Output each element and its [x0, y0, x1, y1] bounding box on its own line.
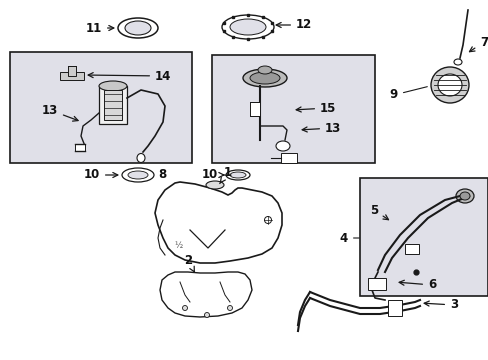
- Ellipse shape: [243, 69, 286, 87]
- Ellipse shape: [137, 153, 145, 162]
- Text: 13: 13: [41, 104, 78, 121]
- Text: 5: 5: [369, 203, 388, 220]
- Bar: [10, 52, 192, 163]
- Text: 10: 10: [83, 168, 118, 181]
- Bar: [99, 86, 127, 124]
- Ellipse shape: [204, 312, 209, 318]
- Text: 6: 6: [398, 279, 435, 292]
- Text: 1: 1: [219, 166, 232, 184]
- Text: 12: 12: [276, 18, 312, 31]
- Ellipse shape: [205, 181, 224, 189]
- Bar: [212, 55, 374, 163]
- Bar: [104, 90, 122, 120]
- Text: 3: 3: [423, 298, 457, 311]
- Ellipse shape: [264, 216, 271, 224]
- Bar: [60, 72, 84, 80]
- Text: 13: 13: [302, 122, 341, 135]
- Ellipse shape: [122, 168, 154, 182]
- Bar: [249, 102, 260, 116]
- Text: 14: 14: [88, 69, 171, 82]
- Text: 8: 8: [158, 168, 166, 181]
- Bar: [68, 66, 76, 76]
- Ellipse shape: [258, 66, 271, 74]
- Text: 15: 15: [296, 102, 336, 114]
- Ellipse shape: [118, 18, 158, 38]
- Ellipse shape: [430, 67, 468, 103]
- Ellipse shape: [227, 306, 232, 310]
- Ellipse shape: [455, 189, 473, 203]
- Ellipse shape: [437, 74, 461, 96]
- Ellipse shape: [99, 81, 127, 91]
- Text: 11: 11: [85, 22, 114, 35]
- Text: 4: 4: [339, 231, 359, 244]
- Bar: [367, 278, 385, 290]
- Ellipse shape: [229, 19, 265, 35]
- Ellipse shape: [229, 172, 245, 178]
- Bar: [281, 153, 296, 163]
- Polygon shape: [155, 182, 282, 263]
- Polygon shape: [160, 272, 251, 317]
- Bar: [359, 178, 487, 296]
- Ellipse shape: [125, 21, 151, 35]
- Text: 10: 10: [202, 168, 224, 181]
- Bar: [75, 144, 85, 151]
- Ellipse shape: [222, 15, 273, 39]
- Text: 7: 7: [468, 36, 487, 52]
- Ellipse shape: [182, 306, 187, 310]
- Text: 2: 2: [183, 253, 194, 272]
- Ellipse shape: [225, 170, 249, 180]
- Ellipse shape: [128, 171, 148, 179]
- Ellipse shape: [459, 192, 469, 200]
- Ellipse shape: [453, 59, 461, 65]
- Text: 9: 9: [389, 87, 427, 102]
- Ellipse shape: [249, 72, 280, 84]
- Ellipse shape: [275, 141, 289, 151]
- Bar: [404, 244, 418, 254]
- Bar: [387, 300, 401, 316]
- Text: ½: ½: [174, 241, 182, 250]
